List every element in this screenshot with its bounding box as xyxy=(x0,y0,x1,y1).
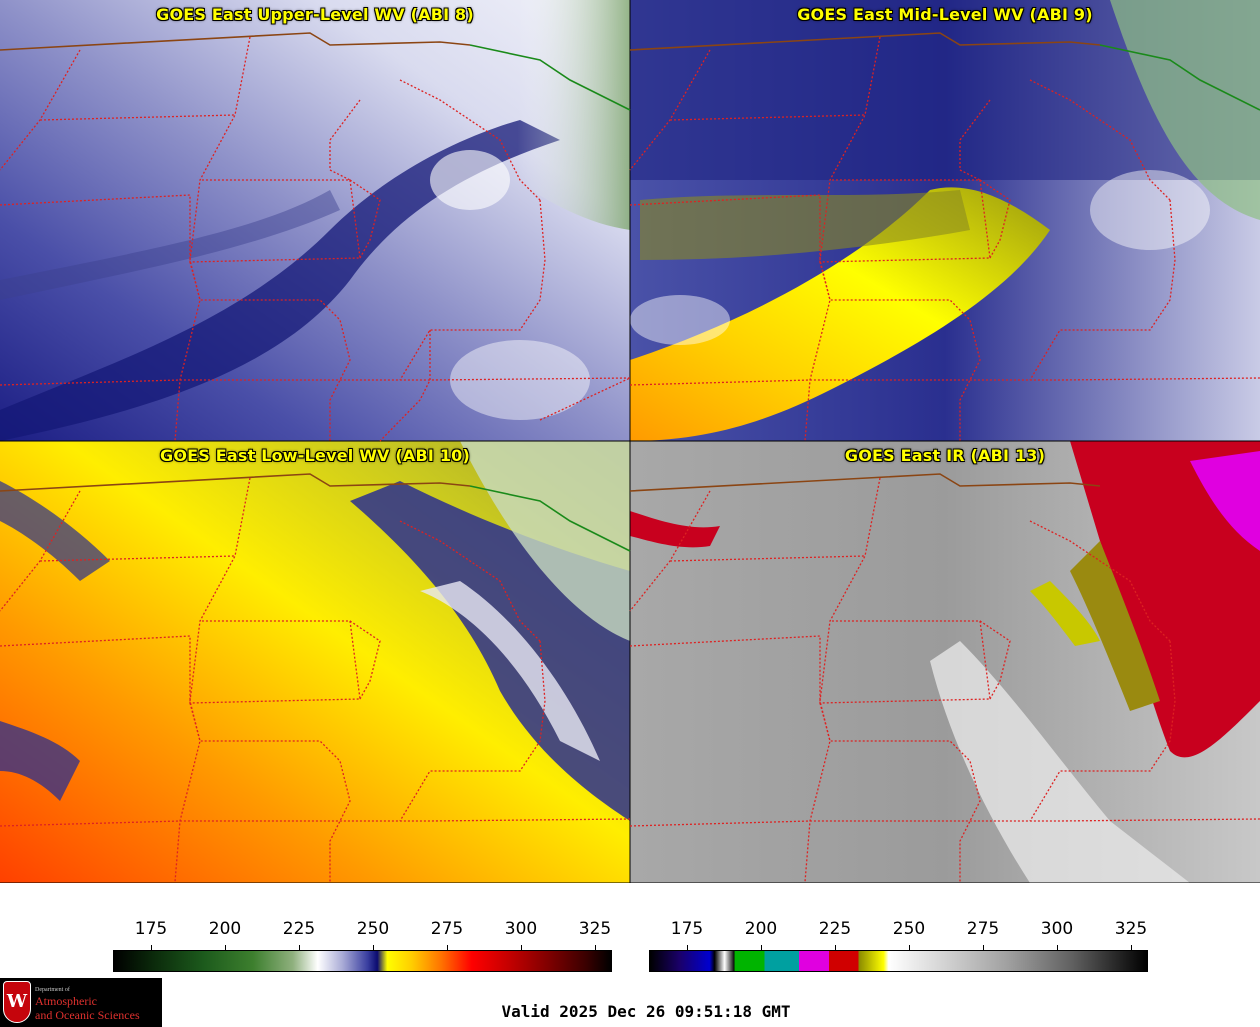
panel-upper-level-wv: GOES East Upper-Level WV (ABI 8) xyxy=(0,0,630,441)
ir-tick-label: 200 xyxy=(744,919,778,939)
wv-colorbar-gradient xyxy=(113,950,612,972)
wv-tick xyxy=(151,945,152,950)
ir-tick xyxy=(761,945,762,950)
wv-tick-label: 325 xyxy=(578,919,612,939)
ir-tick-label: 175 xyxy=(670,919,704,939)
wv-tick-label: 275 xyxy=(430,919,464,939)
wv-tick-label: 250 xyxy=(356,919,390,939)
ir-tick-label: 250 xyxy=(892,919,926,939)
logo-dept-line: Department of xyxy=(35,987,70,993)
wv-tick xyxy=(521,945,522,950)
panel-low-level-wv: GOES East Low-Level WV (ABI 10) xyxy=(0,441,630,883)
wv-tick xyxy=(595,945,596,950)
wv-colorbar: 175 200 225 250 275 300 325 xyxy=(0,900,630,980)
ir-tick-label: 275 xyxy=(966,919,1000,939)
wv-tick xyxy=(225,945,226,950)
ir-tick-label: 300 xyxy=(1040,919,1074,939)
panel-ir: GOES East IR (ABI 13) xyxy=(630,441,1260,883)
wv-tick-label: 175 xyxy=(134,919,168,939)
ir-tick-label: 225 xyxy=(818,919,852,939)
ir-image xyxy=(630,441,1260,883)
wv-tick xyxy=(447,945,448,950)
wv-tick-label: 225 xyxy=(282,919,316,939)
uw-crest-icon: W xyxy=(3,981,31,1023)
panel-title: GOES East Low-Level WV (ABI 10) xyxy=(159,446,470,465)
aos-logo: W Department of Atmospheric and Oceanic … xyxy=(0,978,162,1027)
panel-title: GOES East IR (ABI 13) xyxy=(844,446,1046,465)
wv-tick-label: 200 xyxy=(208,919,242,939)
wv-tick xyxy=(299,945,300,950)
ir-tick xyxy=(983,945,984,950)
logo-name-line2: and Oceanic Sciences xyxy=(35,1008,140,1022)
ir-tick xyxy=(909,945,910,950)
ir-tick xyxy=(687,945,688,950)
ir-tick-label: 325 xyxy=(1114,919,1148,939)
ir-colorbar-gradient xyxy=(649,950,1148,972)
ir-colorbar: 175 200 225 250 275 300 325 xyxy=(630,900,1260,980)
wv-tick-label: 300 xyxy=(504,919,538,939)
valid-time: Valid 2025 Dec 26 09:51:18 GMT xyxy=(501,1002,791,1021)
ir-tick xyxy=(1131,945,1132,950)
panel-title: GOES East Mid-Level WV (ABI 9) xyxy=(797,5,1093,24)
logo-name-line1: Atmospheric xyxy=(35,994,97,1008)
upper-level-wv-image xyxy=(0,0,630,441)
low-level-wv-image xyxy=(0,441,630,883)
ir-tick xyxy=(835,945,836,950)
wv-tick xyxy=(373,945,374,950)
borders-overlay xyxy=(0,0,1260,883)
ir-tick xyxy=(1057,945,1058,950)
panel-title: GOES East Upper-Level WV (ABI 8) xyxy=(156,5,474,24)
